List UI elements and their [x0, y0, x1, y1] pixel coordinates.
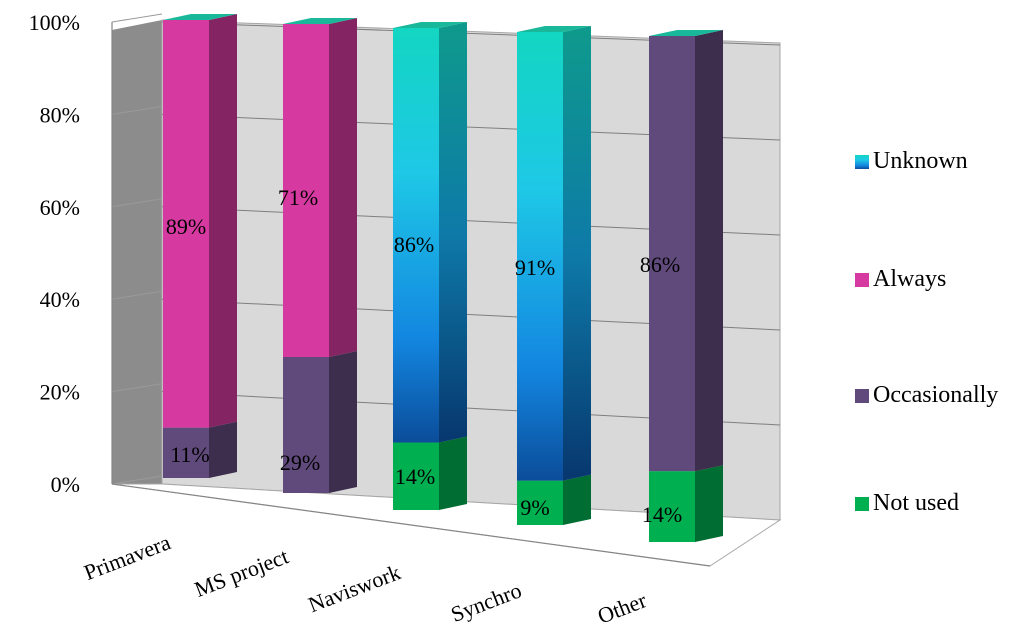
- y-tick-label: 60%: [40, 195, 80, 220]
- bar-side: [563, 26, 591, 481]
- bar-front-always: [283, 24, 329, 357]
- data-label: 14%: [642, 502, 682, 527]
- side-wall: [112, 20, 162, 484]
- bar-side: [439, 22, 467, 443]
- bar-top: [649, 30, 723, 36]
- y-tick-label: 40%: [40, 287, 80, 312]
- y-tick-label: 20%: [40, 380, 80, 405]
- data-label: 71%: [278, 185, 318, 210]
- bar-side: [439, 436, 467, 510]
- bar-side: [329, 18, 357, 357]
- bar-front-unknown: [517, 32, 563, 481]
- side-gridline: [111, 475, 163, 485]
- x-category-label: Other: [594, 587, 650, 629]
- data-label: 9%: [520, 495, 549, 520]
- data-label: 29%: [280, 450, 320, 475]
- side-gridline: [111, 105, 163, 115]
- bar-front-unknown: [393, 28, 439, 443]
- legend: Unknown Always Occasionally Not used: [855, 148, 998, 516]
- bar-front-occasionally: [163, 427, 209, 478]
- data-label: 86%: [394, 232, 434, 257]
- legend-swatch: [855, 389, 869, 403]
- bars: [163, 14, 723, 542]
- axes: 0% 20% 40% 60% 80% 100% Primavera MS project Nav…: [29, 10, 711, 629]
- legend-swatch: [855, 155, 869, 169]
- y-tick-label: 0%: [51, 472, 80, 497]
- bar-side: [329, 351, 357, 493]
- bar-side: [695, 465, 723, 542]
- bar-side: [695, 30, 723, 472]
- data-label: 11%: [170, 442, 210, 467]
- bar-top: [517, 26, 591, 32]
- data-label: 89%: [166, 214, 206, 239]
- bar-side: [563, 474, 591, 525]
- bar-side: [209, 421, 237, 478]
- legend-label: Unknown: [873, 148, 968, 174]
- x-axis-line: [111, 483, 711, 567]
- legend-swatch: [855, 273, 869, 287]
- legend-label: Occasionally: [873, 382, 998, 408]
- legend-label: Not used: [873, 490, 959, 516]
- side-gridline: [111, 13, 163, 23]
- bar-front-not-used: [517, 480, 563, 525]
- bar-front-occasionally: [283, 356, 329, 493]
- side-gridline: [111, 198, 163, 208]
- bar-front-occasionally: [649, 36, 695, 472]
- y-tick-label: 80%: [40, 102, 80, 127]
- x-category-label: Primavera: [80, 529, 174, 585]
- bar-top: [393, 22, 467, 28]
- data-label: 86%: [640, 252, 680, 277]
- side-gridline: [111, 290, 163, 300]
- bar-front-not-used: [393, 442, 439, 510]
- bar-top: [283, 18, 357, 24]
- x-category-label: Synchro: [447, 577, 524, 627]
- legend-swatch: [855, 497, 869, 511]
- bar-side: [209, 14, 237, 428]
- bar-front-not-used: [649, 471, 695, 542]
- bar-top: [163, 14, 237, 20]
- x-category-label: Naviswork: [305, 559, 404, 617]
- data-label: 91%: [515, 255, 555, 280]
- bar-front-always: [163, 20, 209, 428]
- y-tick-label: 100%: [29, 10, 80, 35]
- side-gridline: [111, 383, 163, 393]
- legend-label: Always: [873, 266, 946, 292]
- data-labels: 11% 89% 29% 71% 14% 86% 9% 91% 14% 86%: [166, 185, 682, 527]
- data-label: 14%: [395, 464, 435, 489]
- x-category-label: MS project: [191, 543, 292, 602]
